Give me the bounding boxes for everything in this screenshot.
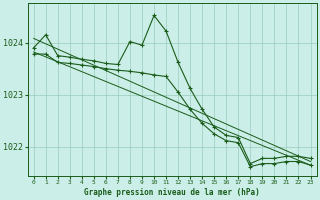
X-axis label: Graphe pression niveau de la mer (hPa): Graphe pression niveau de la mer (hPa)	[84, 188, 260, 197]
